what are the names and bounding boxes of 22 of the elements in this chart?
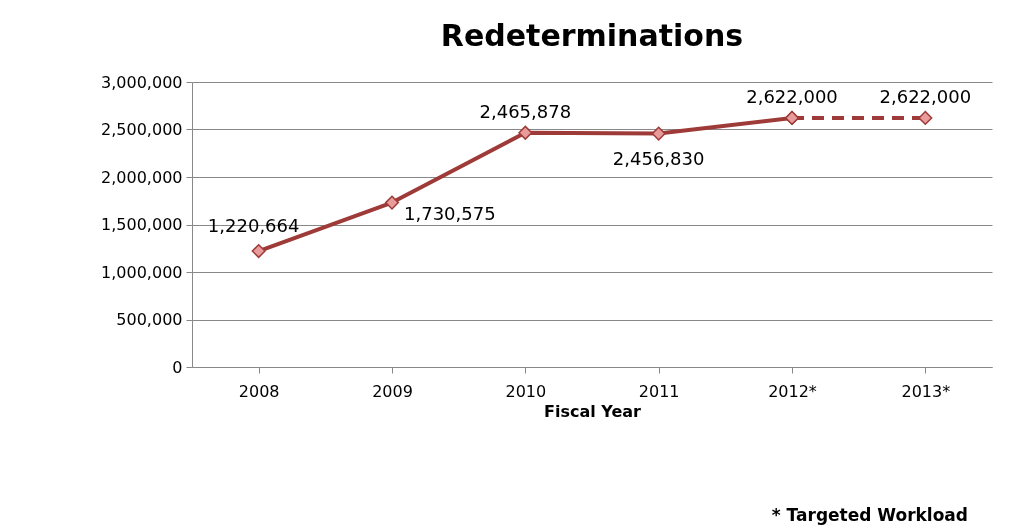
y-tick-label: 2,000,000 <box>101 167 183 187</box>
data-label: 2,456,830 <box>612 147 705 169</box>
text: * Targeted Workload <box>771 505 968 525</box>
x-tick-label: 2013* <box>901 381 951 401</box>
chart-title: Redeterminations <box>440 18 744 53</box>
data-label: 2,622,000 <box>879 85 972 107</box>
data-label: 2,465,878 <box>479 100 572 122</box>
data-label: 1,220,664 <box>207 215 300 237</box>
y-tick-label: 1,000,000 <box>101 262 183 282</box>
x-tick-label: 2010 <box>505 381 547 401</box>
data-label: 1,730,575 <box>404 202 496 224</box>
x-axis-title: Fiscal Year <box>544 401 642 421</box>
y-tick-label: 1,500,000 <box>101 215 183 234</box>
y-tick-label: 0 <box>172 357 183 377</box>
y-tick-label: 500,000 <box>116 310 183 329</box>
y-tick-label: 3,000,000 <box>101 72 183 92</box>
data-label: 2,622,000 <box>746 85 838 107</box>
y-tick-label: 2,500,000 <box>101 120 183 139</box>
x-tick-label: 2009 <box>372 381 413 401</box>
x-tick-label: 2012* <box>768 381 817 401</box>
x-tick-label: 2008 <box>238 381 280 401</box>
x-tick-label: 2011 <box>638 381 680 401</box>
